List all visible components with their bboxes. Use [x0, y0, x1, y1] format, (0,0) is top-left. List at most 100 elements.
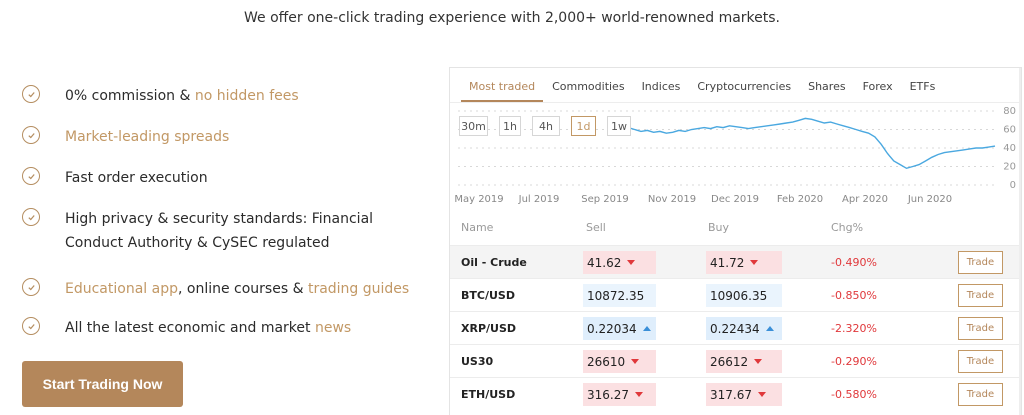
headline: We offer one-click trading experience wi… [243, 10, 781, 26]
arrow-down-icon [754, 359, 763, 364]
x-tick-label: Dec 2019 [711, 194, 759, 205]
tab-forex[interactable]: Forex [862, 80, 893, 93]
sell-price[interactable]: 26610 [583, 350, 656, 373]
buy-price-value: 41.72 [710, 255, 745, 270]
buy-price-value: 10906.35 [710, 288, 768, 303]
feature-text: Fast order execution [65, 166, 208, 190]
instrument-name: BTC/USD [461, 289, 515, 302]
arrow-up-icon [642, 326, 651, 331]
buy-price[interactable]: 0.22434 [706, 317, 782, 340]
feature-text: Educational app, online courses & tradin… [65, 277, 409, 301]
arrow-down-icon [750, 260, 759, 265]
trade-button[interactable]: Trade [958, 350, 1003, 373]
sell-price[interactable]: 10872.35 [583, 284, 656, 307]
scrollbar[interactable] [1019, 68, 1021, 415]
tab-commodities[interactable]: Commodities [552, 80, 625, 93]
change-percent: -0.580% [831, 388, 877, 401]
x-tick-label: Apr 2020 [842, 194, 888, 205]
sell-price[interactable]: 0.22034 [583, 317, 656, 340]
feature-item: Market-leading spreads [22, 125, 229, 149]
check-circle-icon [22, 167, 40, 185]
trade-button[interactable]: Trade [958, 383, 1003, 406]
feature-link[interactable]: trading guides [307, 281, 410, 297]
range-1d-button[interactable]: 1d [571, 116, 596, 136]
check-circle-icon [22, 126, 40, 144]
check-circle-icon [22, 85, 40, 103]
price-line [621, 117, 996, 170]
table-row: Oil - Crude 41.62 41.72 -0.490% Trade [450, 245, 1021, 278]
y-tick-label: 20 [1003, 162, 1016, 173]
column-header-sell: Sell [586, 221, 606, 234]
table-row: BTC/USD 10872.35 10906.35 -0.850% Trade [450, 278, 1021, 311]
feature-item: 0% commission & no hidden fees [22, 84, 299, 108]
feature-text-part: 0% commission & [65, 88, 195, 104]
tab-divider [450, 102, 1021, 103]
check-circle-icon [22, 278, 40, 296]
buy-price-value: 26612 [710, 354, 749, 369]
change-percent: -2.320% [831, 322, 877, 335]
range-30m-button[interactable]: 30m [459, 116, 488, 136]
buy-price-value: 0.22434 [710, 321, 760, 336]
y-tick-label: 0 [1010, 180, 1016, 191]
sell-price-value: 41.62 [587, 255, 622, 270]
tab-most-traded[interactable]: Most traded [460, 80, 544, 102]
sell-price-value: 316.27 [587, 387, 629, 402]
buy-price-value: 317.67 [710, 387, 752, 402]
tab-etfs[interactable]: ETFs [909, 80, 936, 93]
range-4h-button[interactable]: 4h [532, 116, 560, 136]
column-header-name: Name [461, 221, 494, 234]
trade-button[interactable]: Trade [958, 284, 1003, 307]
check-circle-icon [22, 208, 40, 226]
range-1w-button[interactable]: 1w [607, 116, 631, 136]
buy-price[interactable]: 317.67 [706, 383, 782, 406]
trade-button[interactable]: Trade [958, 317, 1003, 340]
feature-text-part: All the latest economic and market [65, 320, 315, 336]
feature-link[interactable]: Educational app [65, 281, 178, 297]
sell-price-value: 0.22034 [587, 321, 637, 336]
sell-price-value: 26610 [587, 354, 626, 369]
feature-text: High privacy & security standards: Finan… [65, 207, 395, 255]
range-selector: 30m 1h 4h 1d 1w [459, 116, 642, 136]
y-tick-label: 60 [1003, 125, 1016, 136]
instrument-name: Oil - Crude [461, 256, 527, 269]
arrow-down-icon [635, 392, 643, 397]
x-tick-label: Nov 2019 [648, 194, 696, 205]
instrument-name: US30 [461, 355, 494, 368]
feature-item: Fast order execution [22, 166, 208, 190]
start-trading-button[interactable]: Start Trading Now [22, 361, 183, 407]
x-tick-label: Feb 2020 [777, 194, 823, 205]
tab-cryptocurrencies[interactable]: Cryptocurrencies [697, 80, 792, 93]
sell-price[interactable]: 316.27 [583, 383, 656, 406]
y-tick-label: 80 [1003, 106, 1016, 117]
arrow-down-icon [631, 359, 640, 364]
feature-item: All the latest economic and market news [22, 316, 351, 340]
change-percent: -0.290% [831, 355, 877, 368]
buy-price[interactable]: 41.72 [706, 251, 782, 274]
y-tick-label: 40 [1003, 143, 1016, 154]
market-tabs: Most traded Commodities Indices Cryptocurre… [460, 80, 952, 102]
column-header-buy: Buy [708, 221, 730, 234]
feature-text: Market-leading spreads [65, 125, 229, 149]
x-tick-label: Jun 2020 [907, 194, 952, 205]
trade-button[interactable]: Trade [958, 251, 1003, 274]
check-circle-icon [22, 317, 40, 335]
feature-text-part: High privacy & security standards: Finan… [65, 211, 374, 251]
feature-text: 0% commission & no hidden fees [65, 84, 299, 108]
table-row: XRP/USD 0.22034 0.22434 -2.320% Trade [450, 311, 1021, 344]
instrument-name: XRP/USD [461, 322, 517, 335]
tab-shares[interactable]: Shares [808, 80, 846, 93]
buy-price[interactable]: 26612 [706, 350, 782, 373]
feature-item: Educational app, online courses & tradin… [22, 277, 409, 301]
markets-panel: Most traded Commodities Indices Cryptocurre… [449, 67, 1022, 415]
instrument-name: ETH/USD [461, 388, 516, 401]
feature-text-part: , online courses & [177, 281, 308, 297]
tab-indices[interactable]: Indices [641, 80, 681, 93]
sell-price[interactable]: 41.62 [583, 251, 656, 274]
range-1h-button[interactable]: 1h [499, 116, 521, 136]
feature-link[interactable]: Market-leading spreads [65, 129, 230, 145]
buy-price[interactable]: 10906.35 [706, 284, 782, 307]
feature-link[interactable]: no hidden fees [194, 88, 299, 104]
feature-link[interactable]: news [314, 320, 352, 336]
feature-text: All the latest economic and market news [65, 316, 351, 340]
x-tick-label: Sep 2019 [581, 194, 628, 205]
